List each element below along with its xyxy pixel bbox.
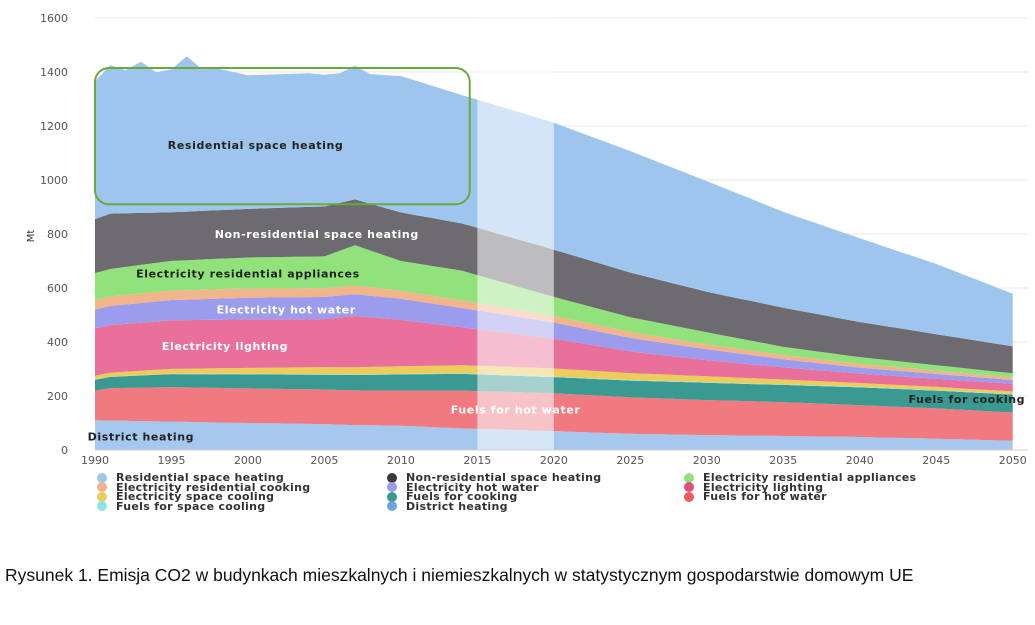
figure-caption: Rysunek 1. Emisja CO2 w budynkach mieszk…	[5, 565, 914, 585]
x-tick-label: 1990	[81, 454, 109, 467]
y-tick-label: 0	[61, 444, 68, 457]
x-tick-label: 2010	[387, 454, 415, 467]
legend-swatch	[97, 482, 107, 493]
legend-swatch	[97, 472, 107, 483]
legend-label: District heating	[406, 499, 508, 513]
legend-label: Electricity space cooling	[116, 490, 275, 504]
area-label: Electricity hot water	[217, 304, 356, 317]
x-tick-label: 2040	[846, 454, 874, 467]
y-tick-label: 200	[47, 390, 68, 403]
legend-item: Fuels for space cooling	[97, 499, 387, 513]
legend-item: Residential space heating	[97, 471, 387, 485]
legend-swatch	[387, 472, 397, 483]
legend-item: Fuels for cooking	[387, 490, 684, 504]
legend-item: Fuels for hot water	[684, 490, 964, 504]
legend-label: Electricity hot water	[406, 480, 539, 494]
y-tick-label: 800	[47, 228, 68, 241]
x-tick-label: 2015	[463, 454, 491, 467]
legend-swatch	[684, 491, 694, 502]
x-tick-label: 2035	[769, 454, 797, 467]
legend-label: Non-residential space heating	[406, 471, 602, 485]
area-label: Electricity residential appliances	[136, 268, 360, 281]
legend-swatch	[97, 501, 107, 512]
x-tick-label: 2030	[693, 454, 721, 467]
legend-swatch	[684, 472, 694, 483]
y-tick-label: 1400	[40, 66, 68, 79]
legend-item: Electricity residential appliances	[684, 471, 964, 485]
x-tick-label: 2050	[999, 454, 1027, 467]
x-tick-label: 2000	[234, 454, 262, 467]
x-tick-label: 2005	[310, 454, 338, 467]
legend-item: Electricity space cooling	[97, 490, 387, 504]
area-electricity-residential-cooking	[95, 285, 1013, 381]
legend-item: Non-residential space heating	[387, 471, 684, 485]
legend-item: Electricity lighting	[684, 480, 964, 494]
y-tick-label: 600	[47, 282, 68, 295]
y-tick-label: 1600	[40, 12, 68, 25]
chart-legend: Residential space heating Non-residential…	[97, 471, 977, 513]
area-label: Residential space heating	[168, 139, 344, 152]
legend-label: Electricity lighting	[703, 480, 824, 494]
x-tick-label: 2020	[540, 454, 568, 467]
legend-item: Electricity hot water	[387, 480, 684, 494]
legend-swatch	[684, 482, 694, 493]
area-electricity-hot-water	[95, 294, 1013, 384]
projection-band	[477, 18, 554, 450]
y-tick-label: 1000	[40, 174, 68, 187]
area-label: Non-residential space heating	[215, 228, 419, 241]
area-label: District heating	[88, 431, 195, 444]
legend-label: Fuels for space cooling	[116, 499, 266, 513]
legend-label: Electricity residential cooking	[116, 480, 311, 494]
legend-swatch	[387, 482, 397, 493]
y-tick-label: 1200	[40, 120, 68, 133]
legend-label: Fuels for cooking	[406, 490, 518, 504]
highlight-box	[94, 66, 471, 206]
area-electricity-space-cooling	[95, 365, 1013, 395]
legend-swatch	[387, 501, 397, 512]
legend-item: Electricity residential cooking	[97, 480, 387, 494]
area-label: Fuels for cooking	[908, 393, 1025, 406]
x-tick-label: 2025	[616, 454, 644, 467]
legend-label: Fuels for hot water	[703, 490, 827, 504]
y-axis-label: Mt	[26, 230, 37, 243]
stacked-area-chart: 0 200 400 600 800 1000 1200 1400 1600 District he…	[26, 12, 1028, 467]
y-tick-label: 400	[47, 336, 68, 349]
area-label: Electricity lighting	[162, 340, 288, 353]
legend-label: Residential space heating	[116, 471, 285, 485]
x-tick-label: 2045	[922, 454, 950, 467]
x-tick-label: 1995	[157, 454, 185, 467]
area-label: Fuels for hot water	[451, 404, 581, 417]
legend-swatch	[97, 491, 107, 502]
legend-swatch	[387, 491, 397, 502]
legend-label: Electricity residential appliances	[703, 471, 917, 485]
legend-item: District heating	[387, 499, 684, 513]
